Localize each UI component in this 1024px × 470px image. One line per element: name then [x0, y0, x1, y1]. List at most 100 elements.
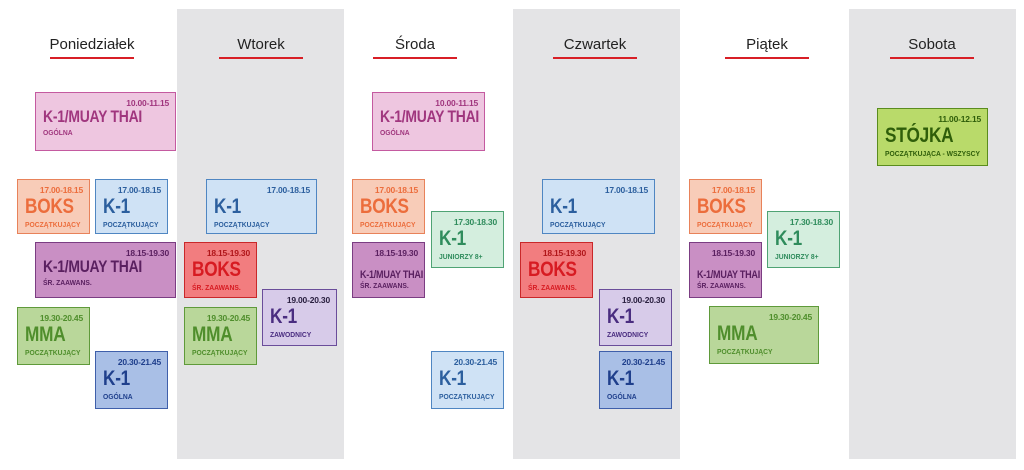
- class-level: POCZĄTKUJĄCY: [717, 347, 773, 356]
- class-name: K-1/MUAY THAI: [360, 269, 423, 281]
- class-level: POCZĄTKUJĄCY: [360, 220, 416, 229]
- class-time: 17.00-18.15: [711, 185, 755, 195]
- class-name: BOKS: [360, 195, 409, 218]
- class-name: K-1: [439, 367, 467, 390]
- class-card-mon-mma[interactable]: 19.30-20.45 MMA POCZĄTKUJĄCY: [17, 307, 90, 365]
- class-level: OGÓLNA: [380, 128, 410, 137]
- class-name: BOKS: [697, 195, 746, 218]
- class-time: 20.30-21.45: [117, 357, 161, 367]
- class-name: K-1: [270, 305, 298, 328]
- class-name: K-1: [439, 227, 467, 250]
- class-name: MMA: [717, 322, 758, 345]
- class-time: 18.15-19.30: [542, 248, 586, 258]
- class-time: 20.30-21.45: [453, 357, 497, 367]
- class-level: ZAWODNICY: [270, 330, 312, 339]
- class-card-mon-boks[interactable]: 17.00-18.15 BOKS POCZĄTKUJĄCY: [17, 179, 90, 234]
- class-card-fri-boks[interactable]: 17.00-18.15 BOKS POCZĄTKUJĄCY: [689, 179, 762, 234]
- class-time: 17.00-18.15: [266, 185, 310, 195]
- class-time: 10.00-11.15: [126, 98, 169, 108]
- class-name: K-1: [775, 227, 803, 250]
- class-level: OGÓLNA: [103, 392, 133, 401]
- class-time: 19.00-20.30: [621, 295, 665, 305]
- day-header-thursday: Czwartek: [563, 36, 627, 53]
- day-underline: [50, 57, 134, 59]
- column-bg-saturday: [849, 9, 1016, 459]
- class-level: ŚR. ZAAWANS.: [192, 283, 241, 292]
- class-time: 17.00-18.15: [604, 185, 648, 195]
- class-name: STÓJKA: [885, 124, 954, 147]
- class-card-wed-k1-juniorzy[interactable]: 17.30-18.30 K-1 JUNIORZY 8+: [431, 211, 504, 268]
- class-level: JUNIORZY 8+: [439, 252, 483, 261]
- class-card-sat-stojka[interactable]: 11.00-12.15 STÓJKA POCZĄTKUJĄCA - WSZYSC…: [877, 108, 988, 166]
- class-name: K-1: [550, 195, 578, 218]
- class-name: K-1: [214, 195, 242, 218]
- class-card-fri-k1-juniorzy[interactable]: 17.30-18.30 K-1 JUNIORZY 8+: [767, 211, 840, 268]
- class-level: POCZĄTKUJĄCY: [550, 220, 606, 229]
- class-card-wed-k1-muay-thai-adv[interactable]: 18.15-19.30 K-1/MUAY THAI ŚR. ZAAWANS.: [352, 242, 425, 298]
- day-header-friday: Piątek: [746, 36, 788, 53]
- class-card-wed-boks[interactable]: 17.00-18.15 BOKS POCZĄTKUJĄCY: [352, 179, 425, 234]
- class-level: ŚR. ZAAWANS.: [528, 283, 577, 292]
- day-header-wednesday: Środa: [394, 36, 436, 53]
- class-level: ŚR. ZAAWANS.: [43, 278, 92, 287]
- class-name: BOKS: [192, 258, 241, 281]
- day-underline: [553, 57, 637, 59]
- class-time: 18.15-19.30: [125, 248, 169, 258]
- class-time: 17.00-18.15: [374, 185, 418, 195]
- class-name: MMA: [25, 323, 66, 346]
- day-underline: [725, 57, 809, 59]
- class-card-thu-boks[interactable]: 18.15-19.30 BOKS ŚR. ZAAWANS.: [520, 242, 593, 298]
- class-level: POCZĄTKUJĄCY: [214, 220, 270, 229]
- class-card-mon-k1-muay-thai[interactable]: 10.00-11.15 K-1/MUAY THAI OGÓLNA: [35, 92, 176, 151]
- class-time: 20.30-21.45: [621, 357, 665, 367]
- class-card-mon-k1-muay-thai-adv[interactable]: 18.15-19.30 K-1/MUAY THAI ŚR. ZAAWANS.: [35, 242, 176, 298]
- class-card-thu-k1-zawodnicy[interactable]: 19.00-20.30 K-1 ZAWODNICY: [599, 289, 672, 346]
- class-time: 18.15-19.30: [206, 248, 250, 258]
- day-header-monday: Poniedziałek: [49, 36, 135, 53]
- day-underline: [890, 57, 974, 59]
- class-card-tue-boks[interactable]: 18.15-19.30 BOKS ŚR. ZAAWANS.: [184, 242, 257, 298]
- day-underline: [219, 57, 303, 59]
- class-time: 17.30-18.30: [789, 217, 833, 227]
- class-time: 19.00-20.30: [286, 295, 330, 305]
- class-level: POCZĄTKUJĄCY: [25, 220, 81, 229]
- class-card-fri-k1-muay-thai-adv[interactable]: 18.15-19.30 K-1/MUAY THAI ŚR. ZAAWANS.: [689, 242, 762, 298]
- class-card-thu-k1[interactable]: 17.00-18.15 K-1 POCZĄTKUJĄCY: [542, 179, 655, 234]
- class-level: ZAWODNICY: [607, 330, 649, 339]
- class-card-wed-k1-muay-thai[interactable]: 10.00-11.15 K-1/MUAY THAI OGÓLNA: [372, 92, 485, 151]
- class-name: K-1/MUAY THAI: [43, 257, 143, 276]
- class-time: 19.30-20.45: [768, 312, 812, 322]
- day-header-tuesday: Wtorek: [237, 36, 285, 53]
- class-card-fri-mma[interactable]: 19.30-20.45 MMA POCZĄTKUJĄCY: [709, 306, 819, 364]
- class-level: POCZĄTKUJĄCY: [103, 220, 159, 229]
- class-time: 11.00-12.15: [938, 114, 981, 124]
- class-level: POCZĄTKUJĄCA - WSZYSCY: [885, 149, 981, 158]
- class-name: K-1: [103, 195, 131, 218]
- class-name: K-1/MUAY THAI: [43, 107, 143, 126]
- class-card-thu-k1-ogolna[interactable]: 20.30-21.45 K-1 OGÓLNA: [599, 351, 672, 409]
- class-card-tue-k1-zawodnicy[interactable]: 19.00-20.30 K-1 ZAWODNICY: [262, 289, 337, 346]
- class-name: K-1: [607, 367, 635, 390]
- day-underline: [373, 57, 457, 59]
- class-card-wed-k1[interactable]: 20.30-21.45 K-1 POCZĄTKUJĄCY: [431, 351, 504, 409]
- day-header-saturday: Sobota: [908, 36, 956, 53]
- class-name: K-1: [607, 305, 635, 328]
- class-level: ŚR. ZAAWANS.: [697, 281, 746, 290]
- class-time: 10.00-11.15: [435, 98, 478, 108]
- class-time: 18.15-19.30: [711, 248, 755, 258]
- class-time: 19.30-20.45: [206, 313, 250, 323]
- class-level: ŚR. ZAAWANS.: [360, 281, 409, 290]
- class-name: MMA: [192, 323, 233, 346]
- column-bg-tuesday: [177, 9, 344, 459]
- class-name: K-1/MUAY THAI: [697, 269, 760, 281]
- class-level: POCZĄTKUJĄCY: [192, 348, 248, 357]
- class-card-tue-k1[interactable]: 17.00-18.15 K-1 POCZĄTKUJĄCY: [206, 179, 317, 234]
- class-card-mon-k1[interactable]: 17.00-18.15 K-1 POCZĄTKUJĄCY: [95, 179, 168, 234]
- class-time: 17.00-18.15: [117, 185, 161, 195]
- class-card-mon-k1-ogolna[interactable]: 20.30-21.45 K-1 OGÓLNA: [95, 351, 168, 409]
- class-level: POCZĄTKUJĄCY: [697, 220, 753, 229]
- class-name: BOKS: [25, 195, 74, 218]
- class-name: K-1/MUAY THAI: [380, 107, 480, 126]
- class-level: POCZĄTKUJĄCY: [25, 348, 81, 357]
- class-card-tue-mma[interactable]: 19.30-20.45 MMA POCZĄTKUJĄCY: [184, 307, 257, 365]
